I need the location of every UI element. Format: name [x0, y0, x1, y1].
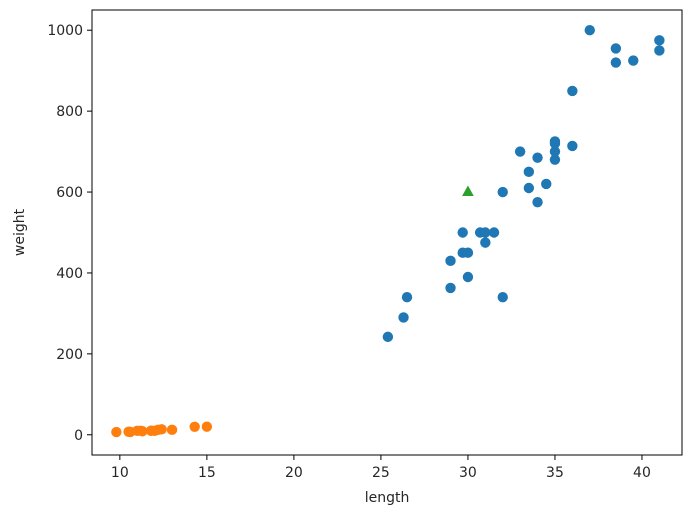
data-point	[480, 237, 491, 248]
x-tick-label: 40	[633, 465, 651, 481]
y-axis-label: weight	[12, 208, 28, 256]
data-point	[156, 424, 167, 435]
data-point	[541, 178, 552, 190]
data-point	[457, 227, 468, 238]
data-point	[567, 85, 578, 97]
data-point	[497, 186, 508, 198]
data-point	[532, 196, 543, 208]
y-tick-label: 800	[56, 104, 83, 120]
data-point	[137, 426, 148, 437]
data-point	[166, 424, 178, 436]
data-point	[201, 421, 213, 432]
data-point	[523, 166, 535, 178]
data-point	[480, 227, 491, 238]
y-tick-label: 200	[56, 347, 83, 363]
plot-frame	[91, 9, 683, 456]
data-point	[567, 140, 578, 152]
data-point	[382, 331, 394, 343]
x-tick-label: 25	[372, 465, 390, 481]
data-point	[462, 247, 474, 258]
data-point	[610, 57, 622, 68]
y-tick-label: 600	[56, 185, 83, 201]
data-point	[532, 152, 543, 163]
x-axis-label: length	[365, 490, 410, 506]
data-point	[514, 146, 526, 157]
y-tick-label: 0	[74, 428, 83, 444]
data-point	[628, 55, 639, 66]
x-tick-label: 15	[198, 465, 216, 481]
x-tick-label: 35	[546, 465, 564, 481]
y-tick-label: 1000	[47, 23, 83, 39]
x-tick-label: 20	[285, 465, 303, 481]
data-point	[610, 43, 622, 54]
data-point	[462, 271, 474, 283]
data-point	[497, 292, 508, 303]
data-point	[111, 426, 122, 438]
data-point	[549, 138, 561, 149]
data-point	[549, 154, 561, 165]
data-point	[445, 282, 456, 294]
data-point	[584, 25, 595, 36]
data-point	[398, 312, 409, 323]
data-point	[445, 255, 456, 267]
data-point	[523, 182, 535, 194]
data-point	[654, 35, 665, 46]
data-point-triangle	[462, 185, 474, 196]
data-point	[488, 227, 500, 238]
x-tick-label: 30	[459, 465, 477, 481]
data-point	[401, 292, 413, 303]
y-tick-label: 400	[56, 266, 83, 282]
data-point	[189, 421, 200, 433]
data-point	[654, 45, 665, 56]
data-point	[549, 146, 561, 157]
x-tick-label: 10	[111, 465, 129, 481]
